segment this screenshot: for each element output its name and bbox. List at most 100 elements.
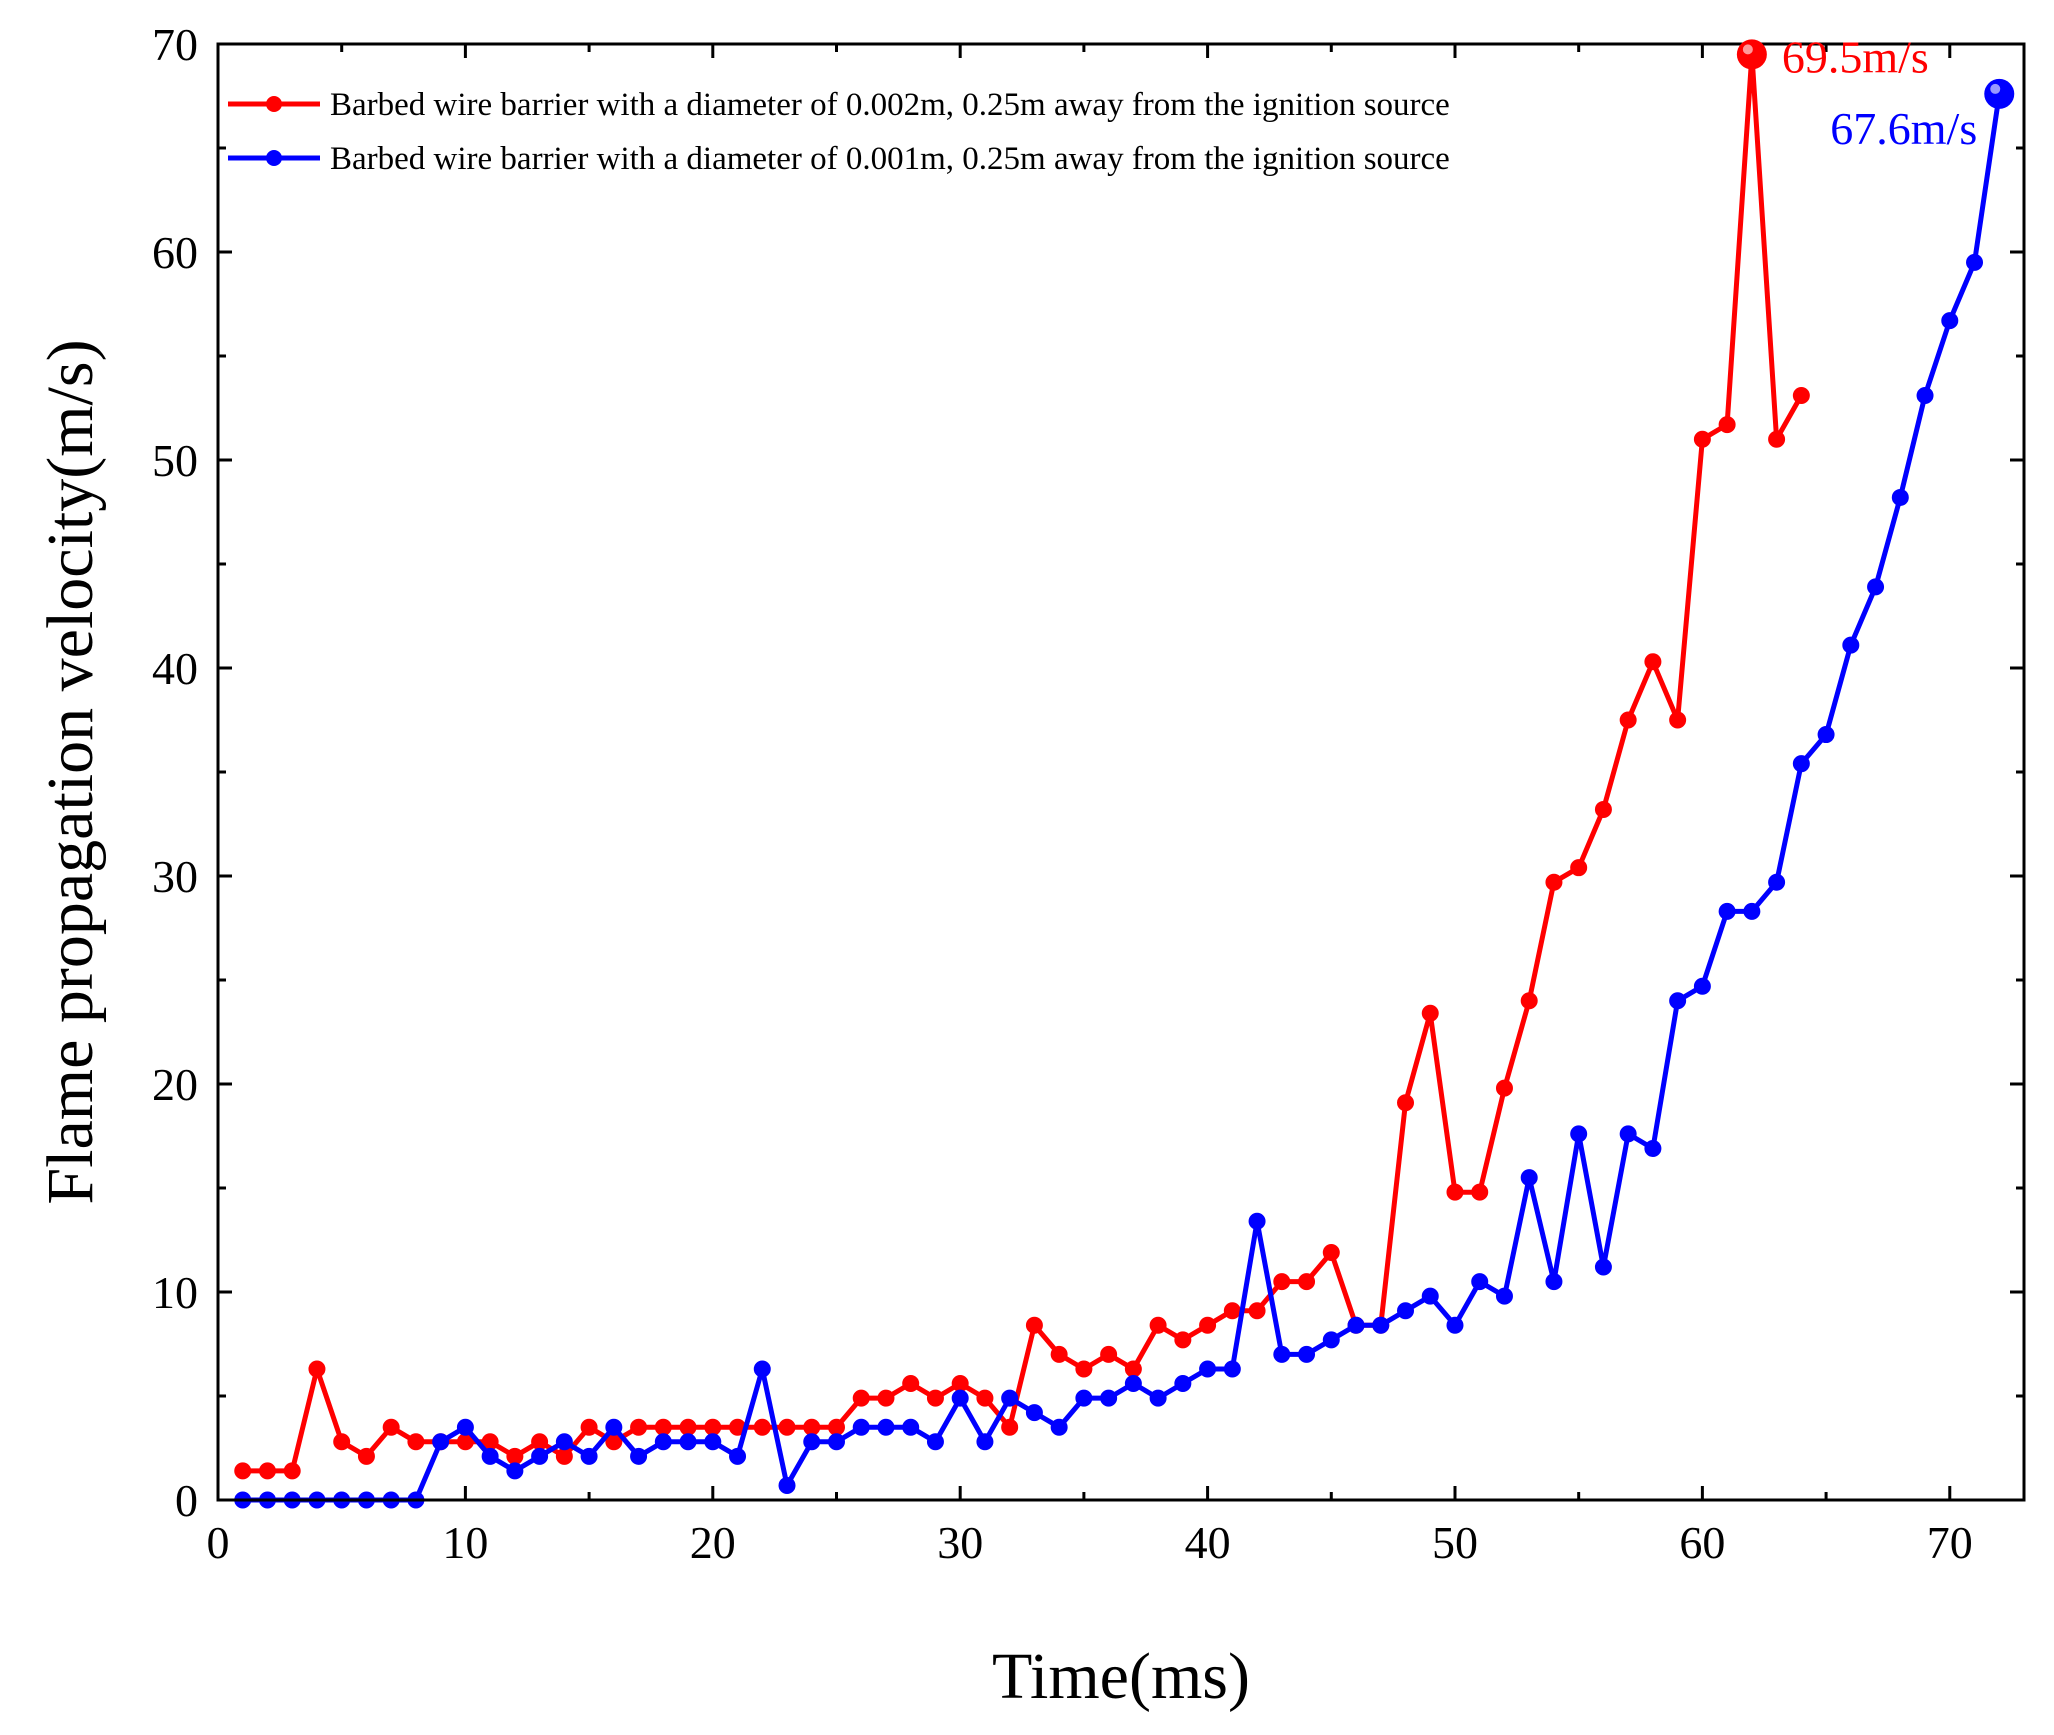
data-point [1693, 430, 1711, 448]
series-layer [234, 45, 2008, 1509]
peak-marker [1984, 78, 2015, 109]
data-point [1124, 1375, 1142, 1393]
legend-label: Barbed wire barrier with a diameter of 0… [330, 141, 1450, 177]
data-point [1248, 1212, 1266, 1230]
data-point [778, 1418, 796, 1436]
data-point [630, 1447, 648, 1465]
x-tick-label: 40 [1185, 1517, 1231, 1568]
legend: Barbed wire barrier with a diameter of 0… [228, 87, 1450, 177]
data-point [1100, 1345, 1118, 1363]
data-point [407, 1433, 425, 1451]
data-point [1025, 1404, 1043, 1422]
data-point [1025, 1316, 1043, 1334]
data-point [1644, 1139, 1662, 1157]
data-point [1545, 873, 1563, 891]
data-point [1570, 859, 1588, 877]
data-point [803, 1418, 821, 1436]
data-point [1322, 1331, 1340, 1349]
data-point [605, 1418, 623, 1436]
data-point [283, 1462, 301, 1480]
data-point [753, 1418, 771, 1436]
x-tick-label: 10 [442, 1517, 488, 1568]
x-tick-label: 60 [1679, 1517, 1725, 1568]
data-point [1298, 1345, 1316, 1363]
data-point [1223, 1302, 1241, 1320]
x-axis-title: Time(ms) [992, 1640, 1250, 1713]
series-line-1 [242, 51, 1804, 1474]
data-point [1867, 578, 1885, 596]
x-tick-label: 50 [1432, 1517, 1478, 1568]
data-point [951, 1389, 969, 1407]
x-tick-label: 0 [207, 1517, 230, 1568]
data-point [1817, 726, 1835, 744]
data-point [1248, 1302, 1266, 1320]
data-point [555, 1433, 573, 1451]
data-point [1594, 800, 1612, 818]
data-point [1941, 312, 1959, 330]
data-point [679, 1418, 697, 1436]
data-point [852, 1418, 870, 1436]
annotations: 69.5m/s 67.6m/s [1736, 31, 2015, 154]
data-point [1124, 1360, 1142, 1378]
data-point [382, 1418, 400, 1436]
data-point [926, 1389, 944, 1407]
data-point [976, 1389, 994, 1407]
data-point [1075, 1360, 1093, 1378]
data-point [1545, 1273, 1563, 1291]
data-point [654, 1418, 672, 1436]
data-point [580, 1418, 598, 1436]
data-point [1322, 1243, 1340, 1261]
data-point [531, 1433, 549, 1451]
data-point [1891, 488, 1909, 506]
data-point [704, 1433, 722, 1451]
data-point [1471, 1273, 1489, 1291]
data-point [1199, 1316, 1217, 1334]
peak-label-red: 69.5m/s [1782, 31, 1929, 82]
legend-label: Barbed wire barrier with a diameter of 0… [330, 87, 1450, 123]
data-point [1149, 1389, 1167, 1407]
data-point [1298, 1273, 1316, 1291]
data-point [1718, 416, 1736, 434]
data-point [1619, 1125, 1637, 1143]
data-point [308, 1360, 326, 1378]
data-point [258, 1462, 276, 1480]
data-point [580, 1447, 598, 1465]
data-point [506, 1462, 524, 1480]
data-point [1050, 1345, 1068, 1363]
data-point [481, 1447, 499, 1465]
data-point [1372, 1316, 1390, 1334]
data-point [1347, 1316, 1365, 1334]
data-point [1100, 1389, 1118, 1407]
data-point [357, 1447, 375, 1465]
data-point [1174, 1375, 1192, 1393]
data-point [803, 1433, 821, 1451]
data-point [1471, 1183, 1489, 1201]
legend-swatch-marker [266, 96, 282, 112]
data-point [630, 1418, 648, 1436]
plot-frame [216, 42, 2026, 1502]
data-point [877, 1389, 895, 1407]
data-point [432, 1433, 450, 1451]
data-point [1174, 1331, 1192, 1349]
y-tick-label: 0 [175, 1475, 198, 1526]
data-point [1792, 387, 1810, 405]
data-point [1693, 977, 1711, 995]
data-point [1149, 1316, 1167, 1334]
y-axis-title: Flame propagation velocity(m/s) [34, 339, 107, 1204]
y-tick-label: 40 [152, 643, 198, 694]
peak-marker-highlight [1742, 44, 1753, 55]
data-point [234, 1462, 252, 1480]
data-point [1495, 1079, 1513, 1097]
data-point [456, 1418, 474, 1436]
data-point [1743, 902, 1761, 920]
data-point [1619, 711, 1637, 729]
data-point [1199, 1360, 1217, 1378]
data-point [1842, 636, 1860, 654]
data-point [778, 1476, 796, 1494]
data-point [902, 1375, 920, 1393]
peak-marker [1736, 39, 1767, 70]
data-point [1669, 711, 1687, 729]
x-tick-label: 70 [1927, 1517, 1973, 1568]
